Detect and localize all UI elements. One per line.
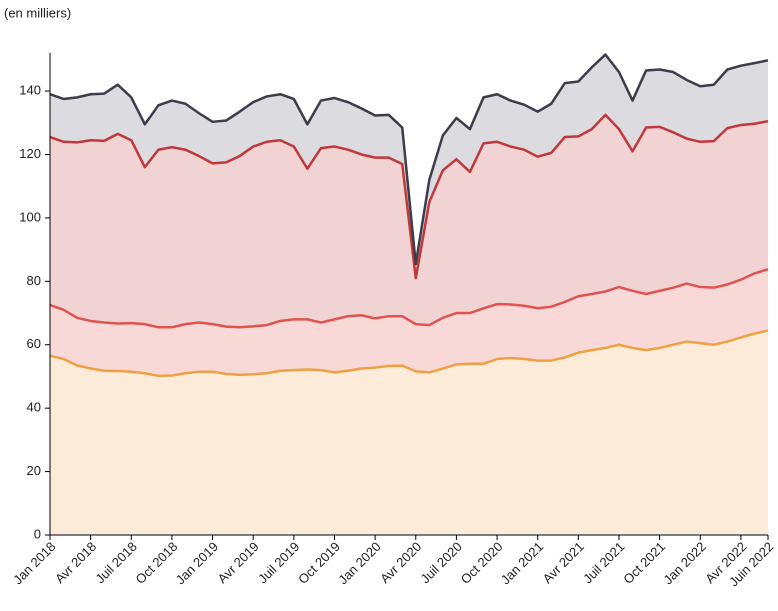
x-tick-label: Jan 2018 [10,539,58,587]
y-tick-label: 20 [27,463,41,478]
x-tick-label: Juil 2019 [255,539,302,586]
area [50,269,768,376]
area-line [49,113,769,280]
y-tick-label: 100 [19,209,41,224]
y-tick-label: 80 [27,273,41,288]
y-tick-label: 0 [34,526,41,541]
x-tick-label: Oct 2021 [620,539,668,587]
x-tick-label: Oct 2019 [295,539,343,587]
x-tick-label: Jan 2020 [335,539,383,587]
x-tick-label: Juil 2020 [418,539,465,586]
x-tick-label: Avr 2020 [377,539,424,586]
area-line [49,53,769,266]
y-tick-label: 120 [19,146,41,161]
x-tick-label: Juil 2021 [580,539,627,586]
x-tick-label: Avr 2019 [215,539,262,586]
x-tick-label: Oct 2020 [458,539,506,587]
y-tick-label: 60 [27,336,41,351]
x-tick-label: Jan 2022 [660,539,708,587]
y-tick-label: 40 [27,400,41,415]
x-tick-label: Oct 2018 [133,539,181,587]
x-tick-label: Avr 2018 [52,539,99,586]
x-tick-label: Jan 2019 [173,539,221,587]
area-line [49,329,769,378]
area [50,54,768,279]
area-line [49,268,769,329]
y-tick-label: 140 [19,82,41,97]
x-tick-label: Avr 2021 [540,539,587,586]
x-tick-label: Jan 2021 [498,539,546,587]
x-tick-label: Juil 2018 [92,539,139,586]
chart-subtitle: (en milliers) [4,5,71,20]
area [50,330,768,535]
lines [49,53,769,378]
